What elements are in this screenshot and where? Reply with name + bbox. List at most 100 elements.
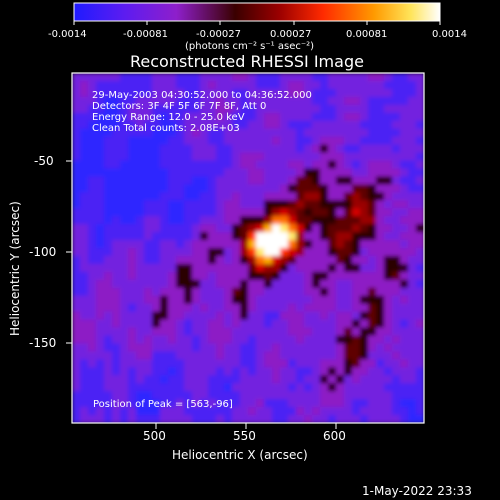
heatmap-cell: [264, 263, 273, 273]
heatmap-cell: [400, 367, 409, 376]
heatmap-cell: [256, 176, 265, 186]
heatmap-cell: [416, 88, 424, 98]
heatmap-cell: [288, 96, 297, 106]
heatmap-cell: [184, 80, 193, 90]
heatmap-cell: [392, 73, 401, 82]
heatmap-cell: [416, 224, 424, 233]
heatmap-cell: [144, 383, 153, 392]
energy-range-text: Energy Range: 12.0 - 25.0 keV: [92, 112, 245, 123]
heatmap-cell: [168, 263, 177, 273]
heatmap-cell: [352, 152, 361, 162]
heatmap-cell: [80, 248, 89, 257]
heatmap-cell: [368, 335, 377, 345]
heatmap-cell: [144, 232, 153, 241]
heatmap-cell: [160, 271, 169, 281]
heatmap-cell: [360, 216, 369, 225]
heatmap-cell: [344, 168, 353, 178]
heatmap-cell: [240, 399, 249, 408]
heatmap-cell: [416, 192, 424, 201]
heatmap-cell: [272, 255, 281, 265]
heatmap-cell: [392, 391, 401, 400]
heatmap-cell: [376, 248, 385, 257]
heatmap-cell: [336, 311, 345, 321]
heatmap-cell: [216, 263, 225, 273]
heatmap-cell: [232, 303, 241, 313]
heatmap-cell: [264, 120, 273, 130]
heatmap-cell: [96, 208, 105, 217]
heatmap-cell: [368, 216, 377, 225]
heatmap-cell: [112, 351, 121, 361]
heatmap-cell: [232, 120, 241, 130]
heatmap-cell: [344, 343, 353, 353]
heatmap-cell: [256, 263, 265, 273]
heatmap-cell: [304, 184, 313, 194]
heatmap-cell: [144, 136, 153, 146]
colorbar-tick-label: -0.00027: [196, 29, 241, 40]
heatmap-cell: [232, 224, 241, 233]
heatmap-cell: [416, 279, 424, 289]
heatmap-cell: [112, 96, 121, 106]
heatmap-cell: [160, 88, 169, 98]
heatmap-cell: [136, 168, 145, 178]
heatmap-cell: [112, 80, 121, 90]
heatmap-cell: [80, 367, 89, 376]
heatmap-cell: [264, 391, 273, 400]
heatmap-cell: [136, 319, 145, 329]
heatmap-cell: [416, 255, 424, 265]
heatmap-cell: [320, 144, 329, 154]
heatmap-cell: [400, 80, 409, 90]
heatmap-cell: [192, 224, 201, 233]
heatmap-cell: [248, 184, 257, 194]
heatmap-cell: [320, 415, 329, 423]
heatmap-cell: [328, 255, 337, 265]
heatmap-cell: [256, 120, 265, 130]
heatmap-cell: [408, 144, 417, 154]
heatmap-cell: [120, 391, 129, 400]
heatmap-cell: [336, 200, 345, 209]
heatmap-cell: [136, 255, 145, 265]
heatmap-cell: [232, 112, 241, 122]
heatmap-cell: [360, 359, 369, 369]
heatmap-cell: [208, 303, 217, 313]
heatmap-cell: [232, 263, 241, 273]
heatmap-cell: [264, 399, 273, 408]
heatmap-cell: [104, 359, 113, 369]
heatmap-cell: [120, 168, 129, 178]
heatmap-cell: [392, 383, 401, 392]
heatmap-cell: [336, 73, 345, 82]
heatmap-cell: [104, 88, 113, 98]
heatmap-cell: [216, 367, 225, 376]
heatmap-cell: [368, 248, 377, 257]
heatmap-cell: [328, 319, 337, 329]
heatmap-cell: [200, 120, 209, 130]
heatmap-cell: [392, 184, 401, 194]
heatmap-cell: [304, 263, 313, 273]
heatmap-cell: [272, 152, 281, 162]
heatmap-cell: [288, 271, 297, 281]
heatmap-cell: [88, 73, 97, 82]
heatmap-cell: [376, 216, 385, 225]
heatmap-cell: [136, 73, 145, 82]
heatmap-cell: [256, 415, 265, 423]
heatmap-cell: [96, 128, 105, 138]
heatmap-cell: [360, 224, 369, 233]
detectors-text: Detectors: 3F 4F 5F 6F 7F 8F, Att 0: [92, 101, 266, 112]
heatmap-cell: [320, 176, 329, 186]
heatmap-cell: [320, 255, 329, 265]
heatmap-cell: [360, 311, 369, 321]
heatmap-cell: [392, 375, 401, 384]
heatmap-cell: [368, 96, 377, 106]
heatmap-cell: [280, 375, 289, 384]
heatmap-cell: [232, 104, 241, 114]
heatmap-cell: [376, 104, 385, 114]
heatmap-cell: [320, 407, 329, 416]
heatmap-cell: [144, 120, 153, 130]
heatmap-cell: [320, 335, 329, 345]
heatmap-cell: [248, 327, 257, 337]
colorbar-frame: [73, 2, 441, 22]
heatmap-cell: [408, 319, 417, 329]
heatmap-cell: [168, 359, 177, 369]
heatmap-cell: [272, 208, 281, 217]
heatmap-cell: [112, 200, 121, 209]
heatmap-cell: [224, 351, 233, 361]
